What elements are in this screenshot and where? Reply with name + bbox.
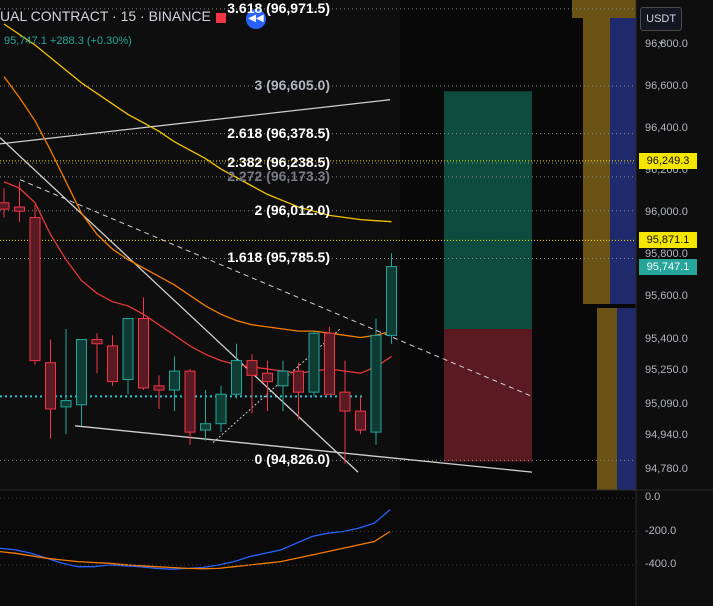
price-tick-label: 96,600.0: [645, 80, 688, 93]
symbol-title: UAL CONTRACT · 15 · BINANCE: [0, 8, 211, 24]
currency-selector[interactable]: USDT ⌄: [640, 7, 682, 47]
candle-body: [293, 370, 304, 393]
candle-body: [355, 410, 366, 431]
currency-label: USDT: [646, 13, 676, 25]
candle-body: [246, 360, 258, 376]
rewind-icon[interactable]: ◀◀: [246, 9, 266, 29]
price-tick-label: 95,800.0: [645, 248, 688, 261]
fib-level-label: 3.618 (96,971.5): [227, 0, 330, 16]
dashed-trend-line: [19, 179, 533, 397]
price-tag: 95,747.1: [639, 258, 697, 275]
fib-level-label: 2 (96,012.0): [254, 201, 331, 218]
fib-level-label: 1.618 (95,785.5): [227, 249, 330, 266]
candle-body: [14, 206, 25, 212]
oscillator-tick-label: 0.0: [645, 491, 661, 503]
candle-body: [386, 266, 397, 336]
volume-profile-navy-low: [617, 308, 636, 490]
price-tick-label: 95,250.0: [645, 364, 688, 377]
stop-loss-zone: [444, 329, 532, 462]
price-tick-label: 95,090.0: [645, 397, 688, 410]
candle-body: [200, 423, 211, 431]
upper-channel-line: [0, 99, 391, 145]
oscillator-tick-label: -200.0: [645, 524, 677, 537]
candle-body: [0, 202, 10, 210]
candle-body: [76, 339, 87, 406]
oscillator-background: [0, 490, 636, 606]
price-change: +288.3 (+0.30%): [49, 35, 132, 47]
take-profit-zone: [444, 91, 532, 330]
candle-body: [153, 385, 165, 391]
price-tick-label: 96,400.0: [645, 122, 688, 135]
fib-level-label: 0 (94,826.0): [254, 451, 331, 468]
candle-body: [29, 217, 41, 362]
price-tick-label: 96,000.0: [645, 206, 688, 219]
candle-body: [169, 370, 180, 391]
price-tick-label: 95,400.0: [645, 332, 688, 345]
candle-body: [107, 345, 118, 383]
candle-body: [91, 339, 103, 345]
candle-body: [339, 391, 351, 412]
last-price: 95,747.1: [4, 35, 47, 47]
fib-lines: [0, 8, 636, 461]
candle-body: [138, 318, 149, 389]
price-tick-label: 96,800.0: [645, 38, 688, 50]
candle-body: [262, 372, 273, 383]
volume-profile-gold: [583, 18, 610, 304]
candle-body: [45, 362, 56, 410]
price-tag: 95,871.1: [639, 232, 697, 249]
volume-profile-navy: [610, 18, 636, 304]
candlestick-series: [0, 181, 397, 464]
moving-average-0: [3, 23, 392, 223]
record-icon[interactable]: [216, 13, 226, 23]
chevron-down-icon: ⌄: [656, 35, 666, 47]
candle-body: [308, 332, 320, 393]
candle-body: [370, 334, 382, 433]
price-change-line: 95,747.1 +288.3 (+0.30%): [4, 35, 132, 47]
price-tick-label: 94,940.0: [645, 429, 688, 442]
candle-body: [215, 393, 227, 425]
fib-level-label: 2.272 (96,173.3): [227, 167, 330, 184]
fib-level-label: 2.382 (96,238.5): [227, 154, 330, 171]
candle-body: [277, 370, 289, 387]
oscillator-orange-line: [0, 530, 391, 570]
price-tick-label: 95,600.0: [645, 290, 688, 303]
lower-channel-line: [74, 425, 533, 473]
candle-body: [184, 370, 196, 433]
candle-body: [60, 400, 72, 408]
oscillator-tick-label: -400.0: [645, 558, 677, 570]
candle-body: [122, 318, 134, 381]
fib-level-label: 3 (96,605.0): [254, 77, 331, 94]
volume-profile-gold-low: [597, 308, 617, 490]
candle-body: [324, 332, 335, 395]
dotted-rally-line: [212, 328, 341, 444]
candle-body: [231, 360, 242, 395]
fib-level-label: 2.618 (96,378.5): [227, 124, 330, 141]
oscillator-pane: [0, 497, 636, 570]
price-tick-label: 94,780.0: [645, 463, 688, 475]
price-tag: 96,249.3: [639, 152, 697, 169]
